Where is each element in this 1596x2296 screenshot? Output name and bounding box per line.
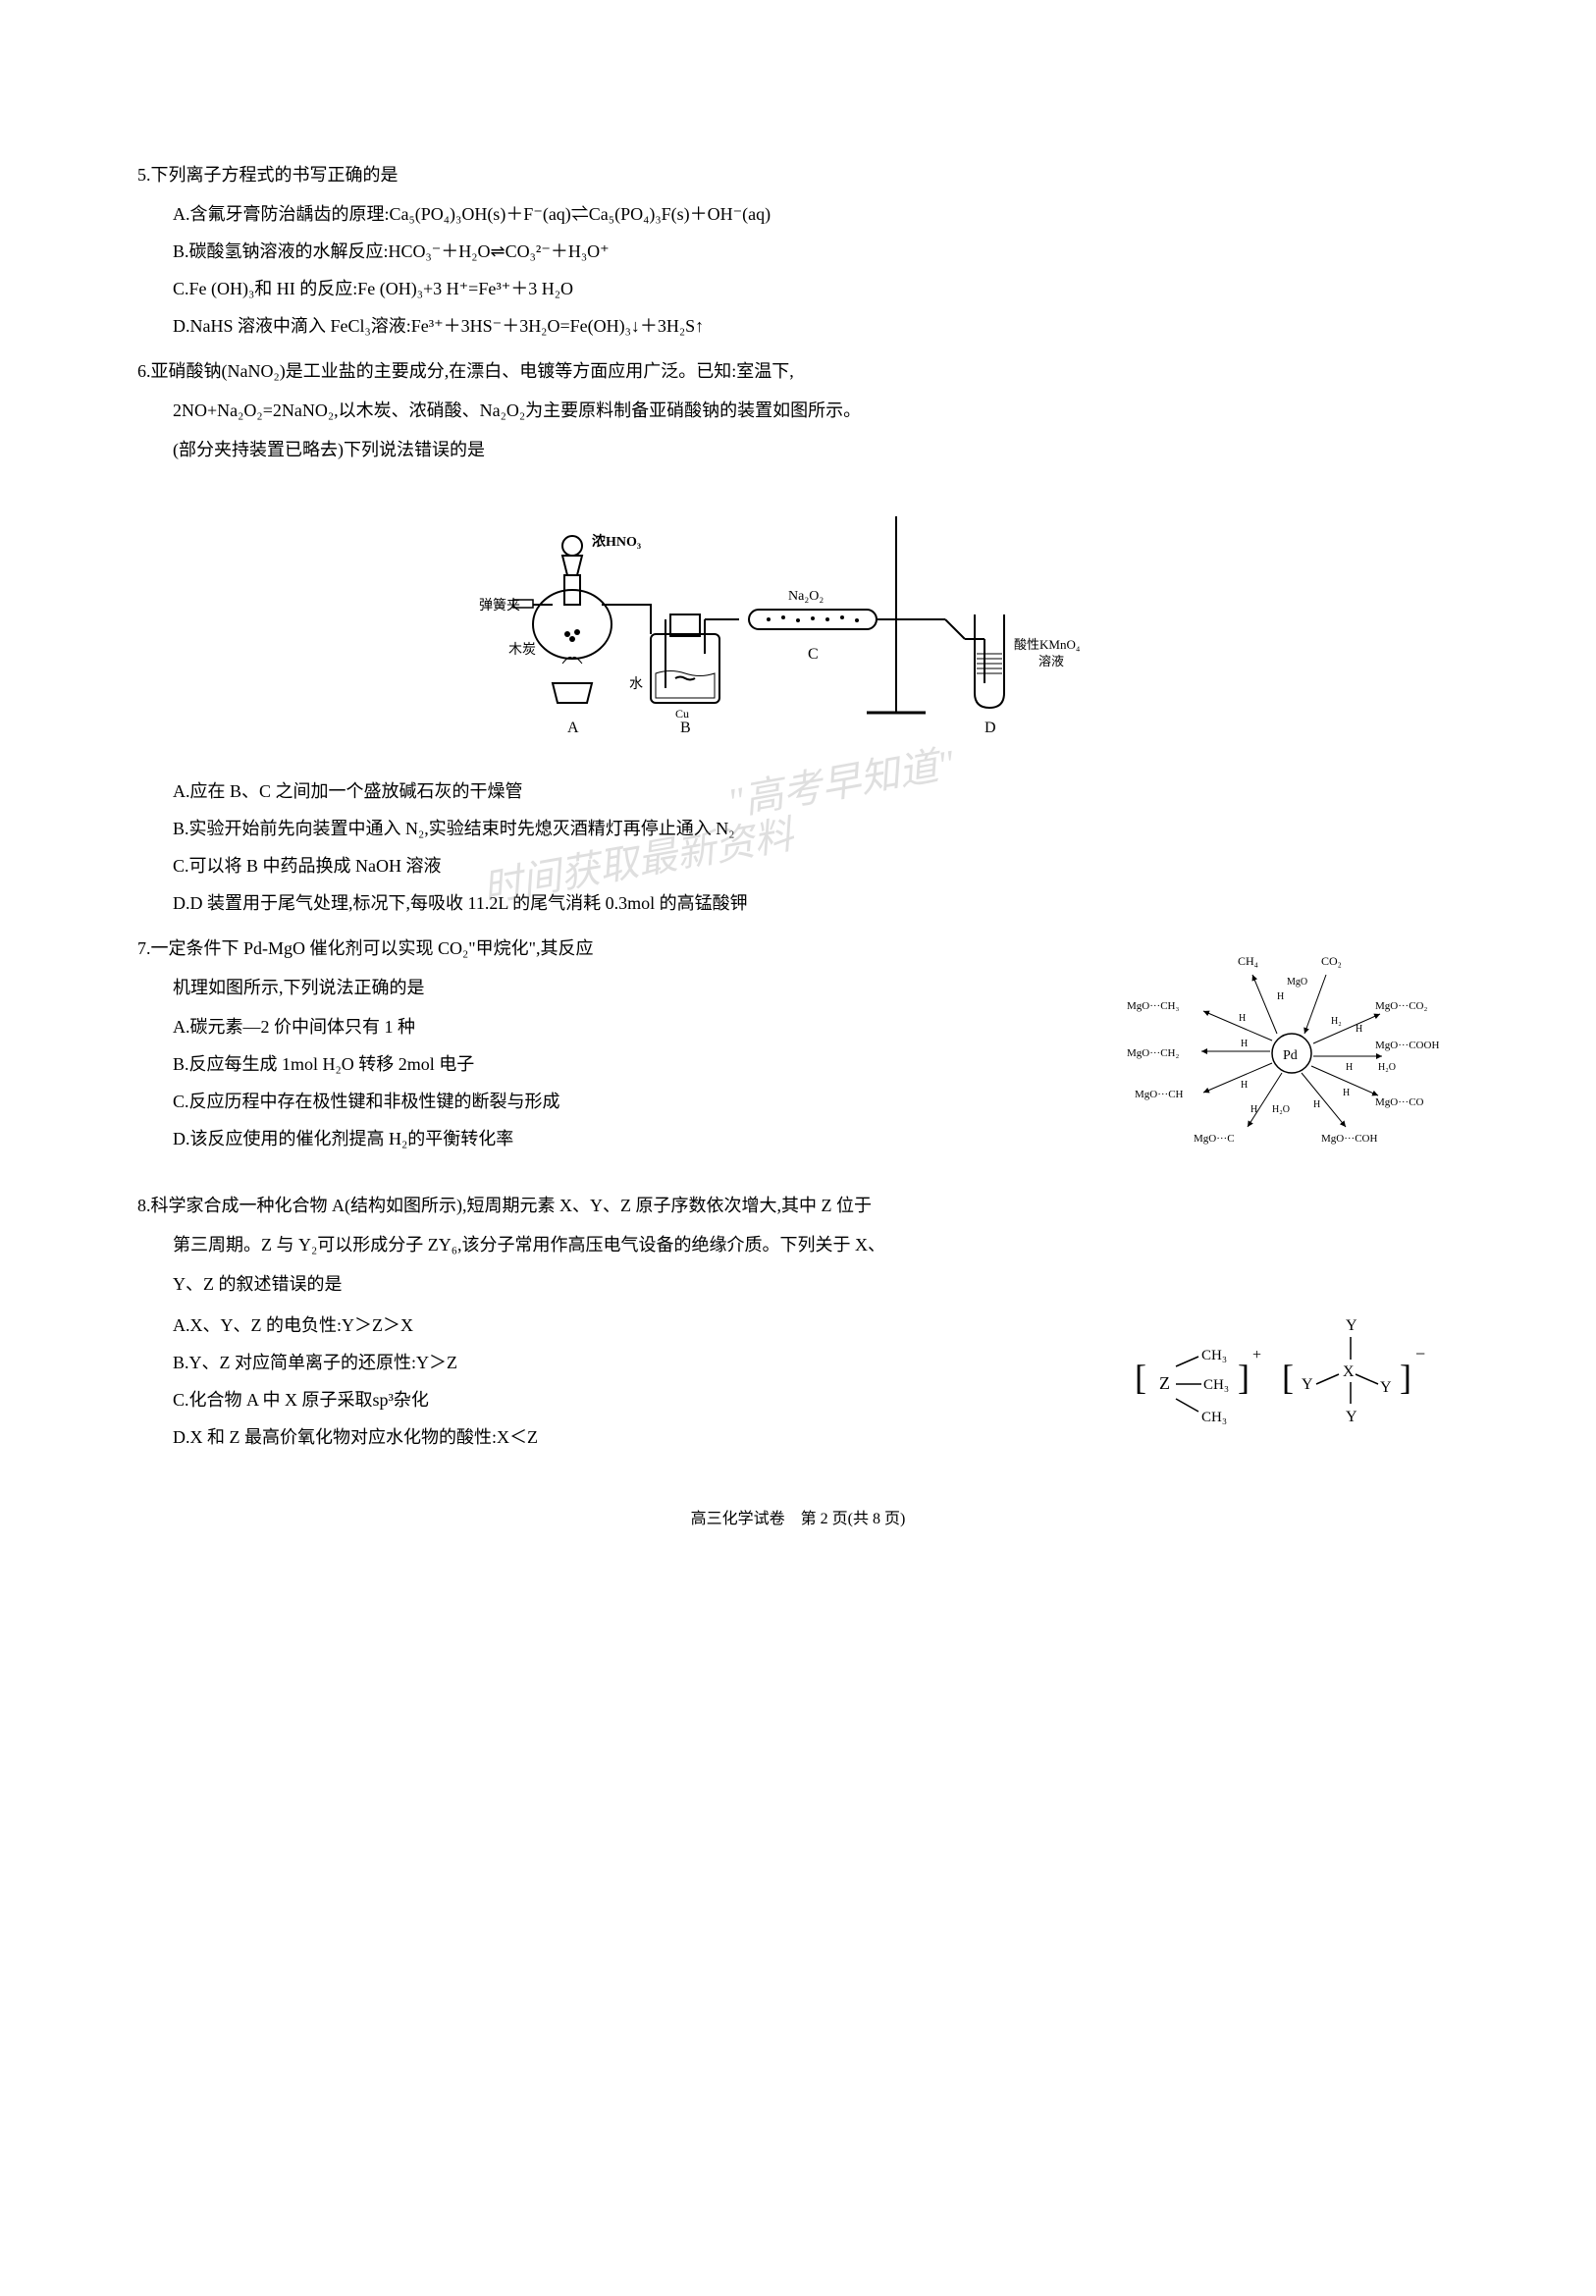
node-mgoco: MgO···CO (1375, 1096, 1424, 1108)
y-bottom: Y (1346, 1409, 1357, 1425)
edge-h2o-2: H₂O (1272, 1104, 1290, 1115)
kmno4-label-1: 酸性KMnO₄ (1014, 637, 1081, 652)
node-mgoch3: MgO···CH₃ (1127, 1000, 1179, 1012)
bottle-b-icon (651, 614, 739, 703)
edge-h-4: H (1343, 1088, 1350, 1098)
y-left: Y (1302, 1376, 1313, 1393)
q5-option-b: B.碳酸氢钠溶液的水解反应:HCO₃⁻＋H₂O⇌CO₃²⁻＋H₃O⁺ (173, 234, 1459, 269)
question-7: 7.一定条件下 Pd-MgO 催化剂可以实现 CO₂"甲烷化",其反应 机理如图… (137, 931, 1459, 1178)
question-8: 8.科学家合成一种化合物 A(结构如图所示),短周期元素 X、Y、Z 原子序数依… (137, 1188, 1459, 1465)
svg-text:[: [ (1282, 1358, 1294, 1397)
label-c: C (808, 646, 819, 663)
q6-option-c: C.可以将 B 中药品换成 NaOH 溶液 (173, 848, 1459, 883)
na2o2-label: Na₂O₂ (788, 589, 824, 604)
question-6: 6.亚硝酸钠(NaNO₂)是工业盐的主要成分,在漂白、电镀等方面应用广泛。已知:… (137, 353, 1459, 921)
testtube-d-icon (965, 614, 1004, 708)
y-right: Y (1380, 1379, 1392, 1396)
label-d: D (984, 720, 996, 736)
q8-option-c: C.化合物 A 中 X 原子采取sp³杂化 (173, 1382, 1105, 1417)
kmno4-label-2: 溶液 (1038, 654, 1064, 668)
q6-option-a: A.应在 B、C 之间加一个盛放碱石灰的干燥管 (173, 774, 1459, 809)
node-ch4: CH₄ (1238, 954, 1258, 968)
edge-mgo: MgO (1287, 977, 1307, 988)
q5-option-a: A.含氟牙膏防治龋齿的原理:Ca₅(PO₄)₃OH(s)＋F⁻(aq)⇌Ca₅(… (173, 196, 1459, 232)
q6-stem-line3: (部分夹持装置已略去)下列说法错误的是 (137, 432, 1459, 467)
node-mgocooh: MgO···COOH (1375, 1040, 1439, 1051)
q6-option-d: D.D 装置用于尾气处理,标况下,每吸收 11.2L 的尾气消耗 0.3mol … (173, 885, 1459, 921)
question-5: 5.下列离子方程式的书写正确的是 A.含氟牙膏防治龋齿的原理:Ca₅(PO₄)₃… (137, 157, 1459, 344)
node-co2: CO₂ (1321, 954, 1342, 968)
charcoal-label: 木炭 (508, 642, 536, 658)
svg-text:+: + (1252, 1347, 1261, 1363)
edge-h-2: H (1356, 1024, 1362, 1035)
edge-h-6: H (1250, 1104, 1257, 1115)
svg-text:[: [ (1135, 1358, 1146, 1397)
q7-stem-line2: 机理如图所示,下列说法正确的是 (137, 970, 1105, 1005)
label-b: B (680, 720, 691, 736)
tube-c-icon (749, 516, 965, 713)
ch3-1: CH₃ (1201, 1348, 1227, 1363)
ch3-3: CH₃ (1201, 1410, 1227, 1425)
q8-stem-line3: Y、Z 的叙述错误的是 (137, 1266, 1459, 1302)
q7-option-c: C.反应历程中存在极性键和非极性键的断裂与形成 (173, 1084, 1105, 1119)
x-center: X (1343, 1363, 1355, 1380)
hno3-label: 浓HNO₃ (592, 533, 641, 550)
svg-text:]: ] (1238, 1358, 1250, 1397)
edge-h2o-1: H₂O (1378, 1062, 1396, 1073)
q8-structure-diagram: [ Z CH₃ CH₃ CH₃ ] + [ Y Y X Y Y (1125, 1306, 1459, 1465)
q6-stem-line2: 2NO+Na₂O₂=2NaNO₂,以木炭、浓硝酸、Na₂O₂为主要原料制备亚硝酸… (137, 393, 1459, 428)
q8-stem-line2: 第三周期。Z 与 Y₂可以形成分子 ZY₆,该分子常用作高压电气设备的绝缘介质。… (137, 1227, 1459, 1262)
edge-h-3: H (1346, 1062, 1353, 1073)
water-label: 水 (629, 676, 643, 692)
cu-label: Cu (675, 707, 689, 721)
node-mgoco2: MgO···CO₂ (1375, 1000, 1427, 1012)
node-mgoch: MgO···CH (1135, 1089, 1184, 1100)
edge-h2-1: H₂ (1331, 1016, 1342, 1027)
q6-apparatus-diagram: 弹簧夹 浓HNO₃ 木炭 A 水 Cu B (137, 477, 1459, 764)
ch3-2: CH₃ (1203, 1377, 1229, 1393)
pd-center: Pd (1283, 1048, 1298, 1063)
q8-stem-line1: 8.科学家合成一种化合物 A(结构如图所示),短周期元素 X、Y、Z 原子序数依… (137, 1188, 1459, 1223)
q5-option-c: C.Fe (OH)₃和 HI 的反应:Fe (OH)₃+3 H⁺=Fe³⁺＋3 … (173, 271, 1459, 306)
q7-option-a: A.碳元素—2 价中间体只有 1 种 (173, 1009, 1105, 1044)
node-mgocoh: MgO···COH (1321, 1133, 1377, 1145)
q7-mechanism-diagram: Pd CH₄ H CO₂ MgO MgO···CO₂ H₂ H (1125, 931, 1459, 1178)
z-atom: Z (1159, 1373, 1170, 1393)
q8-option-a: A.X、Y、Z 的电负性:Y＞Z＞X (173, 1308, 1105, 1343)
q6-stem-line1: 6.亚硝酸钠(NaNO₂)是工业盐的主要成分,在漂白、电镀等方面应用广泛。已知:… (137, 353, 1459, 389)
q8-option-b: B.Y、Z 对应简单离子的还原性:Y＞Z (173, 1345, 1105, 1380)
edge-h-5: H (1313, 1099, 1320, 1110)
node-mgoch2: MgO···CH₂ (1127, 1047, 1179, 1059)
q7-option-d: D.该反应使用的催化剂提高 H₂的平衡转化率 (173, 1121, 1105, 1156)
edge-h-7: H (1241, 1080, 1248, 1091)
svg-text:]: ] (1400, 1358, 1411, 1397)
label-a: A (567, 720, 579, 736)
q8-option-d: D.X 和 Z 最高价氧化物对应水化物的酸性:X＜Z (173, 1419, 1105, 1455)
q5-option-d: D.NaHS 溶液中滴入 FeCl₃溶液:Fe³⁺＋3HS⁻＋3H₂O=Fe(O… (173, 308, 1459, 344)
y-top: Y (1346, 1317, 1357, 1334)
q7-option-b: B.反应每生成 1mol H₂O 转移 2mol 电子 (173, 1046, 1105, 1082)
node-mgoc: MgO···C (1194, 1133, 1235, 1145)
svg-text:−: − (1415, 1344, 1425, 1363)
q6-option-b: B.实验开始前先向装置中通入 N₂,实验结束时先熄灭酒精灯再停止通入 N₂ (173, 811, 1459, 846)
q5-stem: 5.下列离子方程式的书写正确的是 (137, 157, 1459, 192)
spring-label: 弹簧夹 (479, 598, 520, 614)
edge-h-8: H (1241, 1039, 1248, 1049)
page-footer: 高三化学试卷 第 2 页(共 8 页) (137, 1504, 1459, 1535)
edge-h-9: H (1239, 1013, 1246, 1024)
edge-h-1: H (1277, 991, 1284, 1002)
q7-stem-line1: 7.一定条件下 Pd-MgO 催化剂可以实现 CO₂"甲烷化",其反应 (137, 931, 1105, 966)
